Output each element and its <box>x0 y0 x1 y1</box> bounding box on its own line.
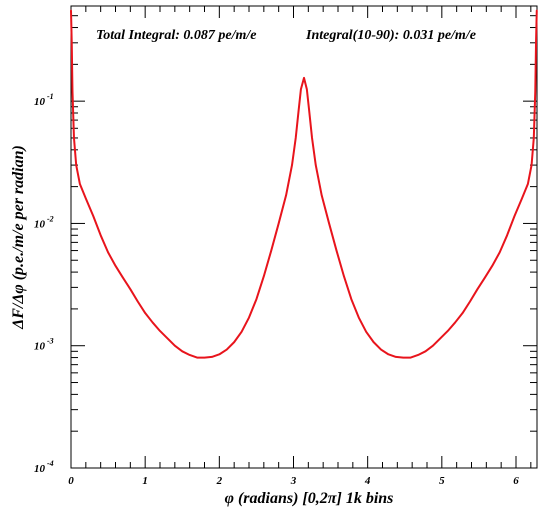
y-tick-label-exponent: -3 <box>47 337 54 346</box>
y-tick-label-base: 10 <box>34 463 46 475</box>
x-axis-ticks: 0 1 2 3 4 5 6 <box>68 6 519 487</box>
y-tick-label-exponent: -2 <box>47 214 54 223</box>
y-tick-label-base: 10 <box>34 218 46 230</box>
series-line <box>70 9 538 359</box>
x-tick-label: 2 <box>216 475 223 487</box>
x-axis-minor-ticks <box>85 6 532 468</box>
plot-frame <box>70 5 538 469</box>
total-integral-annotation: Total Integral: 0.087 pe/m/e <box>96 28 256 43</box>
x-axis-label: φ (radians) [0,2π] 1k bins <box>225 490 394 507</box>
x-tick-label: 1 <box>142 475 148 487</box>
y-axis-ticks: 10-410-310-210-1 <box>34 92 537 475</box>
y-tick-label-base: 10 <box>34 341 46 353</box>
y-tick-label-exponent: -4 <box>47 459 54 468</box>
x-tick-label: 5 <box>439 475 445 487</box>
y-tick-label-exponent: -1 <box>47 92 54 101</box>
integral-10-90-annotation: Integral(10-90): 0.031 pe/m/e <box>305 28 476 43</box>
y-axis-label: ΔF/Δφ (p.e./m/e per radian) <box>10 145 27 330</box>
x-tick-label: 3 <box>290 475 297 487</box>
x-tick-label: 6 <box>513 475 519 487</box>
x-tick-label: 0 <box>68 475 74 487</box>
x-tick-label: 4 <box>364 475 371 487</box>
series-group <box>70 9 538 359</box>
y-tick-label-base: 10 <box>34 96 46 108</box>
